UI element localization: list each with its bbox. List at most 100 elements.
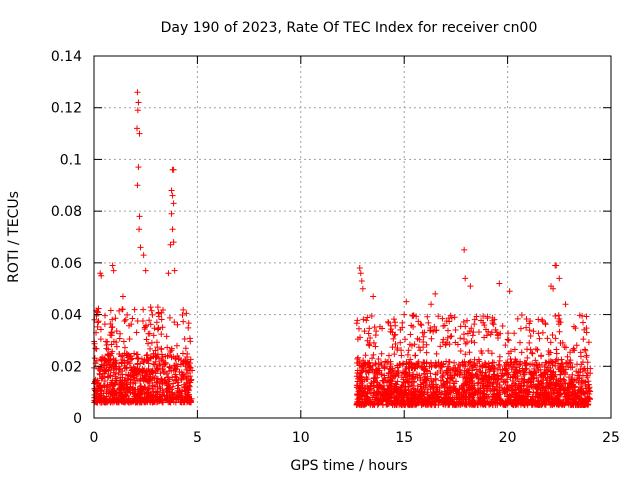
data-point — [462, 351, 469, 358]
data-point — [535, 367, 542, 374]
data-point — [126, 336, 133, 343]
data-point — [415, 318, 422, 325]
data-point — [559, 400, 566, 407]
data-point — [506, 393, 513, 400]
data-point — [399, 361, 406, 368]
data-point — [546, 379, 553, 386]
data-point — [457, 335, 464, 342]
data-point — [97, 383, 104, 390]
data-point — [164, 344, 171, 351]
axis-ticks — [93, 55, 612, 419]
data-point — [549, 371, 556, 378]
data-point — [392, 331, 399, 338]
data-point — [466, 359, 473, 366]
data-point — [491, 386, 498, 393]
data-point — [502, 342, 509, 349]
data-point — [144, 386, 151, 393]
data-point — [511, 346, 518, 353]
data-point — [386, 352, 393, 359]
y-tick-label: 0.1 — [60, 152, 82, 168]
data-point — [485, 347, 492, 354]
data-point — [182, 345, 189, 352]
data-point — [474, 391, 481, 398]
data-point — [138, 389, 145, 396]
data-point — [471, 321, 478, 328]
data-point — [580, 319, 587, 326]
data-point — [496, 357, 503, 364]
data-point — [172, 366, 179, 373]
data-point — [160, 306, 167, 313]
data-point — [175, 356, 182, 363]
data-point — [527, 361, 534, 368]
x-tick-label: 25 — [602, 430, 620, 446]
data-point — [483, 332, 490, 339]
data-point — [527, 379, 534, 386]
data-point — [110, 338, 117, 345]
data-point — [428, 378, 435, 385]
data-point — [109, 316, 116, 323]
data-point — [514, 315, 521, 322]
data-point — [91, 378, 98, 385]
data-point — [170, 380, 177, 387]
data-point — [153, 319, 160, 326]
data-point — [421, 329, 428, 336]
data-point — [142, 398, 149, 405]
data-point — [580, 336, 587, 343]
data-point — [439, 373, 446, 380]
data-point — [447, 396, 454, 403]
data-point — [564, 398, 571, 405]
data-point — [183, 354, 190, 361]
data-point — [371, 400, 378, 407]
data-point — [483, 383, 490, 390]
data-point — [511, 330, 518, 337]
data-point — [431, 323, 438, 330]
data-point — [520, 371, 527, 378]
data-point — [380, 386, 387, 393]
data-point — [160, 361, 167, 368]
data-point — [118, 353, 125, 360]
data-point — [94, 308, 101, 315]
data-point — [133, 371, 140, 378]
data-point — [101, 321, 108, 328]
data-point — [171, 319, 178, 326]
data-point — [440, 336, 447, 343]
data-point — [492, 402, 499, 409]
data-point — [483, 377, 490, 384]
data-point — [478, 317, 485, 324]
data-point — [149, 385, 156, 392]
data-point — [364, 376, 371, 383]
data-point — [583, 313, 590, 320]
data-point — [180, 373, 187, 380]
data-point — [542, 321, 549, 328]
data-point — [496, 381, 503, 388]
data-point — [410, 385, 417, 392]
data-point — [559, 360, 566, 367]
x-tick-label: 10 — [292, 430, 310, 446]
data-point — [167, 348, 174, 355]
data-point — [125, 351, 132, 358]
data-point — [137, 360, 144, 367]
data-point — [362, 352, 369, 359]
data-point — [535, 316, 542, 323]
data-point — [152, 358, 159, 365]
data-point — [372, 392, 379, 399]
data-point — [370, 293, 377, 300]
data-point — [510, 387, 517, 394]
data-point — [490, 398, 497, 405]
data-point — [489, 314, 496, 321]
data-point — [476, 399, 483, 406]
data-point — [534, 381, 541, 388]
data-point — [158, 345, 165, 352]
data-point — [183, 360, 190, 367]
data-point — [478, 395, 485, 402]
data-point — [137, 244, 144, 251]
data-point — [110, 355, 117, 362]
data-point — [519, 375, 526, 382]
data-point — [482, 401, 489, 408]
data-point — [556, 275, 563, 282]
data-point — [113, 328, 120, 335]
data-point — [94, 323, 101, 330]
data-point — [363, 393, 370, 400]
data-point — [420, 333, 427, 340]
data-point — [566, 374, 573, 381]
